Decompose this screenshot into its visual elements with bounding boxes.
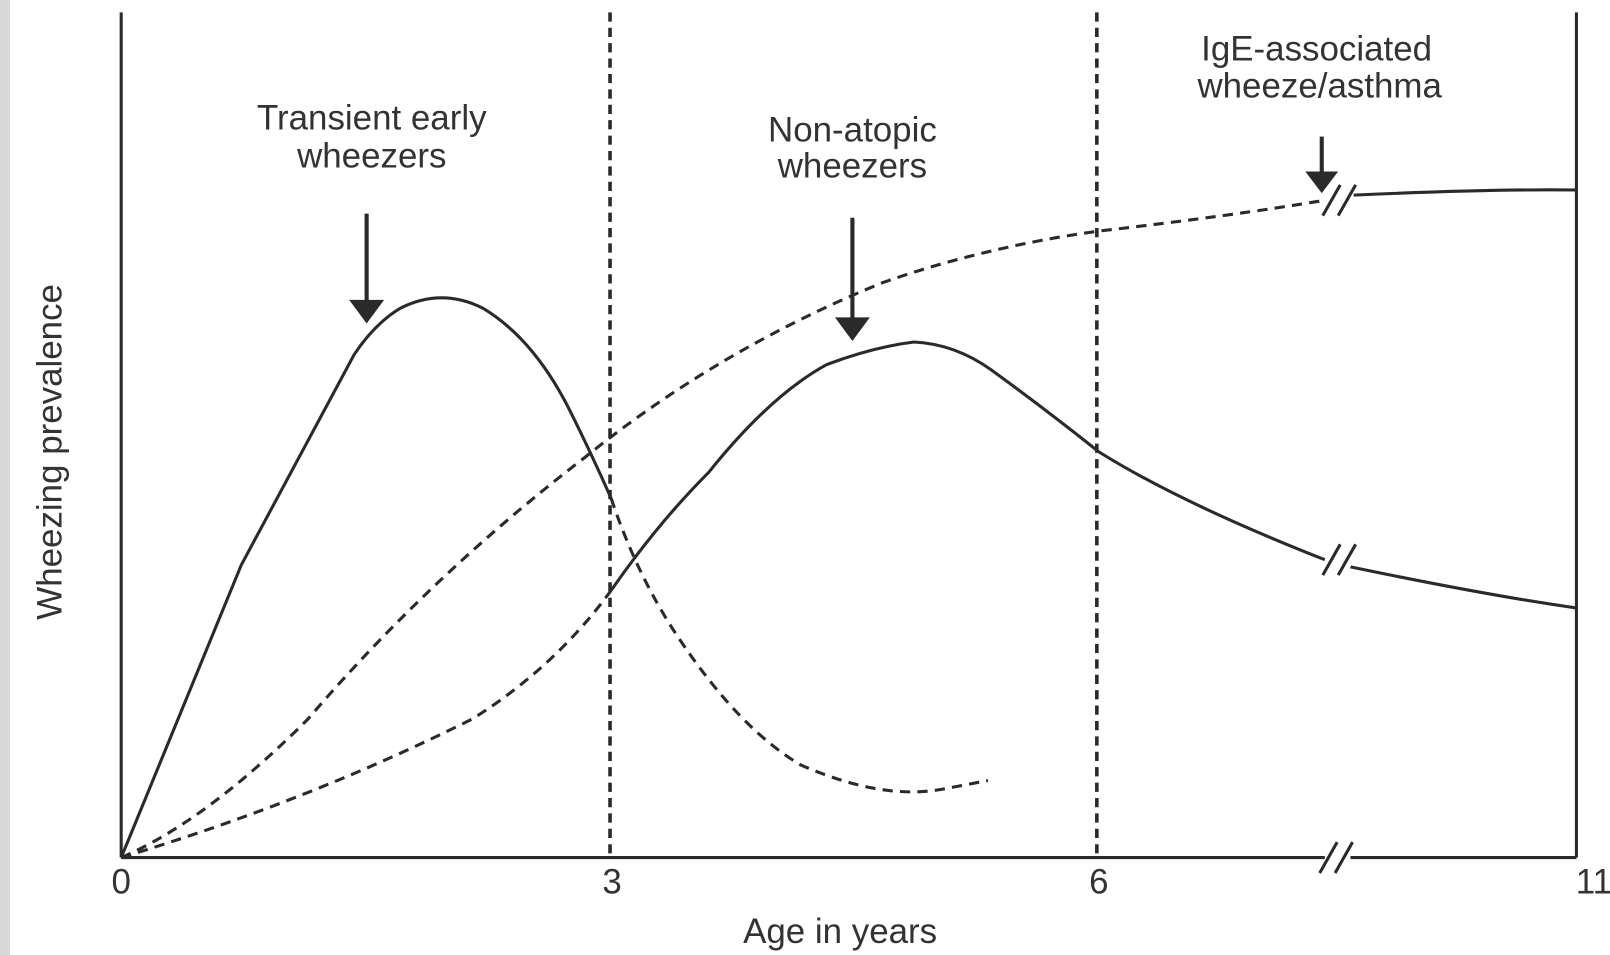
label: wheezers [296, 136, 446, 175]
transient-curve-dashed [609, 497, 989, 794]
label: Transient early [257, 98, 487, 137]
x-axis-label: Age in years [743, 912, 937, 951]
label: wheeze/asthma [1196, 67, 1442, 106]
non-atopic-curve-dashed [120, 589, 613, 860]
ige-curve-dashed [120, 198, 1326, 859]
plot: Transient early wheezers Non-atopic whee… [31, 12, 1610, 951]
x-tick-label: 3 [602, 862, 621, 901]
y-axis-label: Wheezing prevalence [31, 284, 70, 620]
x-tick-label: 0 [111, 862, 130, 901]
left-edge [0, 0, 10, 955]
non-atopic-curve [609, 340, 1326, 592]
label: wheezers [777, 147, 927, 186]
x-tick-label: 11 [1576, 862, 1610, 901]
axis-break [1318, 184, 1357, 874]
label: Non-atopic [768, 111, 937, 150]
x-tick-label: 6 [1089, 862, 1108, 901]
arrows [349, 136, 1339, 341]
ige-curve [1353, 188, 1577, 197]
label: IgE-associated [1201, 30, 1432, 69]
non-atopic-curve [1350, 565, 1577, 610]
transient-curve [119, 296, 613, 859]
